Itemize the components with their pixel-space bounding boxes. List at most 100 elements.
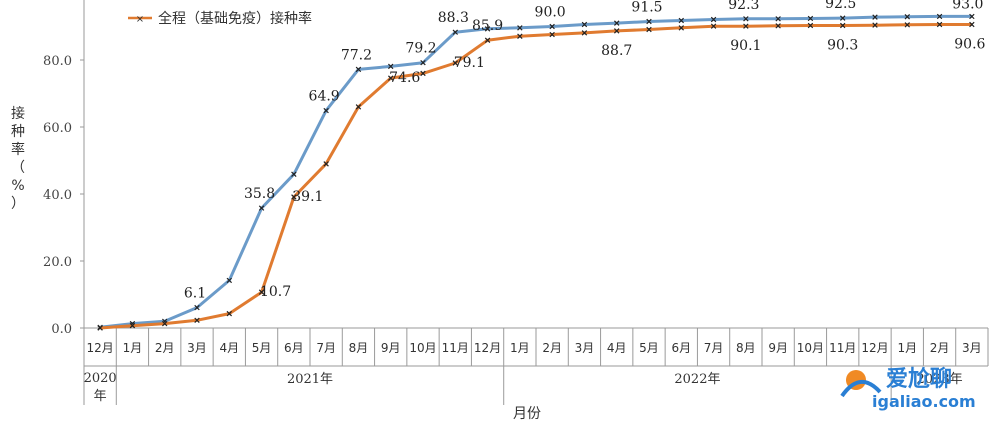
data-point xyxy=(549,31,555,38)
data-label: 79.2 xyxy=(405,41,436,57)
x-tick-label: 5月 xyxy=(639,341,659,355)
data-label: 88.7 xyxy=(601,43,632,59)
x-tick-label: 12月 xyxy=(474,341,501,355)
data-label: 92.3 xyxy=(728,0,759,13)
x-tick-label: 7月 xyxy=(316,341,336,355)
series-line-0 xyxy=(99,14,972,329)
data-point xyxy=(969,21,975,28)
x-tick-label: 5月 xyxy=(252,341,272,355)
data-point xyxy=(969,13,975,20)
x-tick-label: 1月 xyxy=(123,341,143,355)
data-point xyxy=(161,320,168,327)
data-label: 10.7 xyxy=(260,284,291,300)
data-label: 90.0 xyxy=(535,5,566,21)
y-tick-label: 40.0 xyxy=(43,188,72,203)
x-tick-label: 6月 xyxy=(671,341,691,355)
data-point xyxy=(355,66,362,73)
data-point xyxy=(839,22,846,29)
data-point xyxy=(484,26,491,32)
data-point xyxy=(420,59,426,66)
data-point xyxy=(387,63,394,70)
data-point xyxy=(387,75,394,81)
data-label: 6.1 xyxy=(184,286,206,302)
data-point xyxy=(710,23,717,29)
data-point xyxy=(517,25,523,31)
x-tick-label: 12月 xyxy=(87,341,114,355)
x-tick-label: 2月 xyxy=(155,341,175,355)
data-point xyxy=(904,14,911,20)
data-point xyxy=(452,60,459,66)
watermark-logo-icon xyxy=(840,370,882,398)
x-tick-label: 9月 xyxy=(768,341,788,355)
data-point xyxy=(839,15,846,21)
data-label: 64.9 xyxy=(309,89,340,105)
x-tick-label: 8月 xyxy=(736,341,756,355)
x-tick-label: 7月 xyxy=(704,341,724,355)
data-point xyxy=(194,317,200,324)
data-point xyxy=(646,18,652,25)
x-tick-label: 1月 xyxy=(897,341,917,355)
data-label: 92.5 xyxy=(825,0,856,12)
legend: × 全程（基础免疫）接种率 xyxy=(128,10,312,27)
data-point xyxy=(226,277,233,284)
data-point xyxy=(678,25,685,31)
data-point xyxy=(710,16,717,23)
x-tick-label: 6月 xyxy=(284,341,304,355)
x-tick-label: 9月 xyxy=(381,341,401,355)
data-point xyxy=(581,30,588,36)
x-tick-label: 3月 xyxy=(962,341,982,355)
data-point xyxy=(323,161,329,167)
x-tick-label: 4月 xyxy=(219,341,239,355)
year-label: 2021年 xyxy=(287,372,333,387)
x-tick-label: 10月 xyxy=(797,341,824,355)
data-point xyxy=(258,289,265,295)
data-point xyxy=(97,325,103,331)
watermark: 爱尬聊 igaliao.com xyxy=(840,366,976,411)
x-tick-label: 2月 xyxy=(542,341,562,355)
data-label: 90.6 xyxy=(954,36,985,52)
data-label: 88.3 xyxy=(438,10,469,26)
data-point xyxy=(807,22,814,29)
data-label: 39.1 xyxy=(292,189,323,205)
year-label: 2022年 xyxy=(674,372,720,387)
data-point xyxy=(258,205,265,211)
data-point xyxy=(743,16,749,22)
data-label: 90.3 xyxy=(827,37,858,53)
data-point xyxy=(646,26,652,33)
data-point xyxy=(936,13,943,20)
data-point xyxy=(323,107,329,114)
y-tick-label: 80.0 xyxy=(43,54,72,69)
x-axis-title: 月份 xyxy=(513,406,541,422)
watermark-text: 爱尬聊 xyxy=(886,366,952,392)
data-point xyxy=(613,28,620,34)
data-label: 77.2 xyxy=(341,47,372,63)
legend-marker: × xyxy=(136,14,144,25)
x-tick-label: 8月 xyxy=(349,341,369,355)
watermark-url: igaliao.com xyxy=(872,392,976,411)
data-label: 93.0 xyxy=(952,0,983,12)
data-label: 35.8 xyxy=(244,186,275,202)
data-label: 91.5 xyxy=(631,0,662,15)
data-label: 90.1 xyxy=(730,38,761,54)
year-label: 2020 年 xyxy=(84,371,117,404)
x-tick-label: 2月 xyxy=(930,341,950,355)
series-line-1 xyxy=(99,23,972,330)
y-axis-title: 接种率（%） xyxy=(11,105,25,212)
data-point xyxy=(581,21,588,28)
x-tick-label: 12月 xyxy=(861,341,888,355)
data-point xyxy=(872,14,878,20)
data-point xyxy=(613,20,620,26)
legend-label: 全程（基础免疫）接种率 xyxy=(158,10,312,27)
x-tick-label: 11月 xyxy=(829,341,856,355)
year-label: 2023年 xyxy=(917,372,963,387)
data-point xyxy=(355,104,362,110)
data-point xyxy=(872,22,878,28)
data-point xyxy=(420,70,426,77)
x-tick-label: 4月 xyxy=(607,341,627,355)
data-point xyxy=(129,322,136,329)
y-tick-label: 20.0 xyxy=(43,255,72,270)
x-tick-label: 1月 xyxy=(510,341,530,355)
data-point xyxy=(291,194,297,200)
data-point xyxy=(549,23,555,30)
